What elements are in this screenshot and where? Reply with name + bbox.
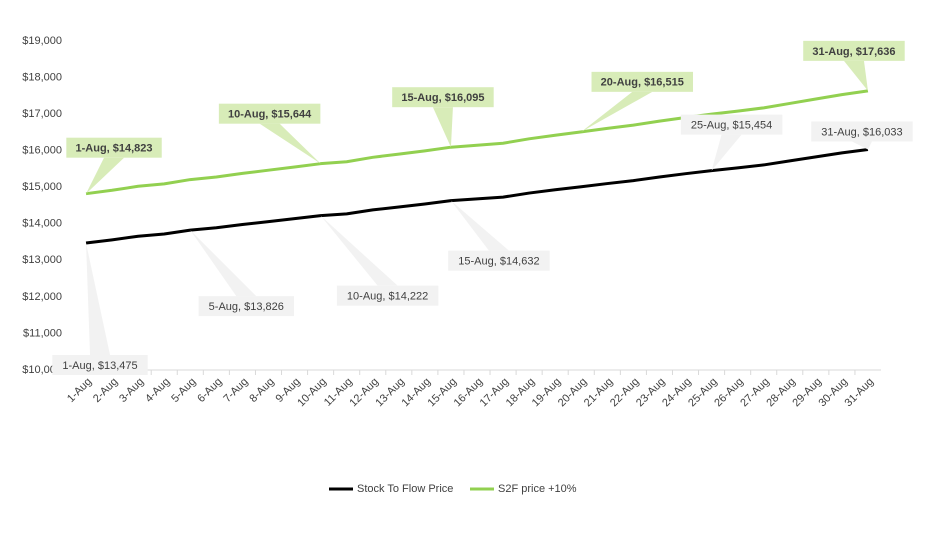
x-tick-label: 3-Aug	[117, 376, 146, 405]
callout-pointer	[86, 157, 125, 194]
callout-pointer	[432, 107, 453, 148]
callout-pointer	[581, 91, 653, 132]
callout-box	[803, 40, 905, 61]
callout-box	[52, 354, 148, 375]
y-tick-label: $15,000	[22, 181, 62, 193]
legend-label: S2F price +10%	[498, 483, 577, 495]
callout-box	[392, 87, 494, 108]
data-label: 1-Aug, $14,823	[76, 143, 153, 155]
data-callout: 25-Aug, $15,454	[680, 114, 783, 171]
data-callout: 31-Aug, $17,636	[803, 40, 905, 91]
y-tick-label: $16,000	[22, 145, 62, 157]
y-tick-label: $11,000	[23, 327, 62, 339]
x-tick-label: 10-Aug	[295, 376, 329, 410]
x-tick-label: 8-Aug	[247, 376, 276, 405]
data-callout: 10-Aug, $14,222	[320, 215, 439, 306]
callout-pointer	[259, 123, 321, 164]
data-callout: 5-Aug, $13,826	[190, 230, 294, 317]
data-callout: 31-Aug, $16,033	[811, 121, 913, 150]
callout-box	[218, 103, 321, 124]
legend-label: Stock To Flow Price	[357, 483, 453, 495]
data-callout: 20-Aug, $16,515	[581, 71, 694, 132]
y-tick-label: $18,000	[22, 71, 62, 83]
callout-box	[680, 114, 783, 135]
callout-pointer	[843, 60, 868, 91]
data-label: 15-Aug, $14,632	[458, 256, 539, 268]
data-label: 10-Aug, $14,222	[347, 291, 428, 303]
series-line	[85, 147, 869, 245]
data-callout: 1-Aug, $14,823	[66, 137, 162, 194]
callout-pointer	[450, 200, 509, 251]
x-tick-label: 1-Aug	[65, 376, 94, 405]
callout-box	[66, 137, 162, 158]
series-line	[85, 89, 869, 196]
x-tick-label: 4-Aug	[143, 376, 172, 405]
data-callout: 10-Aug, $15,644	[218, 103, 321, 164]
callout-pointer	[190, 230, 257, 297]
data-label: 25-Aug, $15,454	[691, 120, 772, 132]
callout-box	[336, 285, 439, 306]
callout-box	[198, 296, 294, 317]
x-tick-label: 2-Aug	[91, 376, 120, 405]
x-tick-label: 6-Aug	[195, 376, 224, 405]
callout-pointer	[320, 215, 398, 286]
data-label: 31-Aug, $17,636	[812, 46, 895, 58]
x-tick-label: 7-Aug	[221, 376, 250, 405]
y-tick-label: $17,000	[22, 108, 62, 120]
y-tick-label: $13,000	[22, 254, 62, 266]
callout-box	[448, 250, 550, 271]
y-tick-label: $14,000	[22, 218, 62, 230]
callout-box	[811, 121, 913, 142]
data-callout: 15-Aug, $16,095	[392, 87, 494, 148]
data-label: 10-Aug, $15,644	[228, 109, 312, 121]
callout-pointer	[851, 141, 872, 150]
data-label: 1-Aug, $13,475	[62, 360, 137, 372]
y-tick-label: $12,000	[22, 291, 62, 303]
data-callout: 1-Aug, $13,475	[52, 242, 148, 375]
y-tick-label: $19,000	[22, 35, 62, 47]
data-label: 5-Aug, $13,826	[209, 301, 284, 313]
x-tick-label: 5-Aug	[169, 376, 198, 405]
data-callout: 15-Aug, $14,632	[448, 200, 550, 271]
y-tick-label: $10,000	[22, 364, 62, 376]
data-label: 31-Aug, $16,033	[821, 126, 902, 138]
callout-box	[591, 71, 694, 92]
callout-pointer	[86, 242, 111, 355]
data-label: 15-Aug, $16,095	[401, 92, 484, 104]
data-label: 20-Aug, $16,515	[601, 77, 684, 89]
x-tick-label: 31-Aug	[843, 376, 877, 410]
callout-pointer	[711, 134, 742, 171]
